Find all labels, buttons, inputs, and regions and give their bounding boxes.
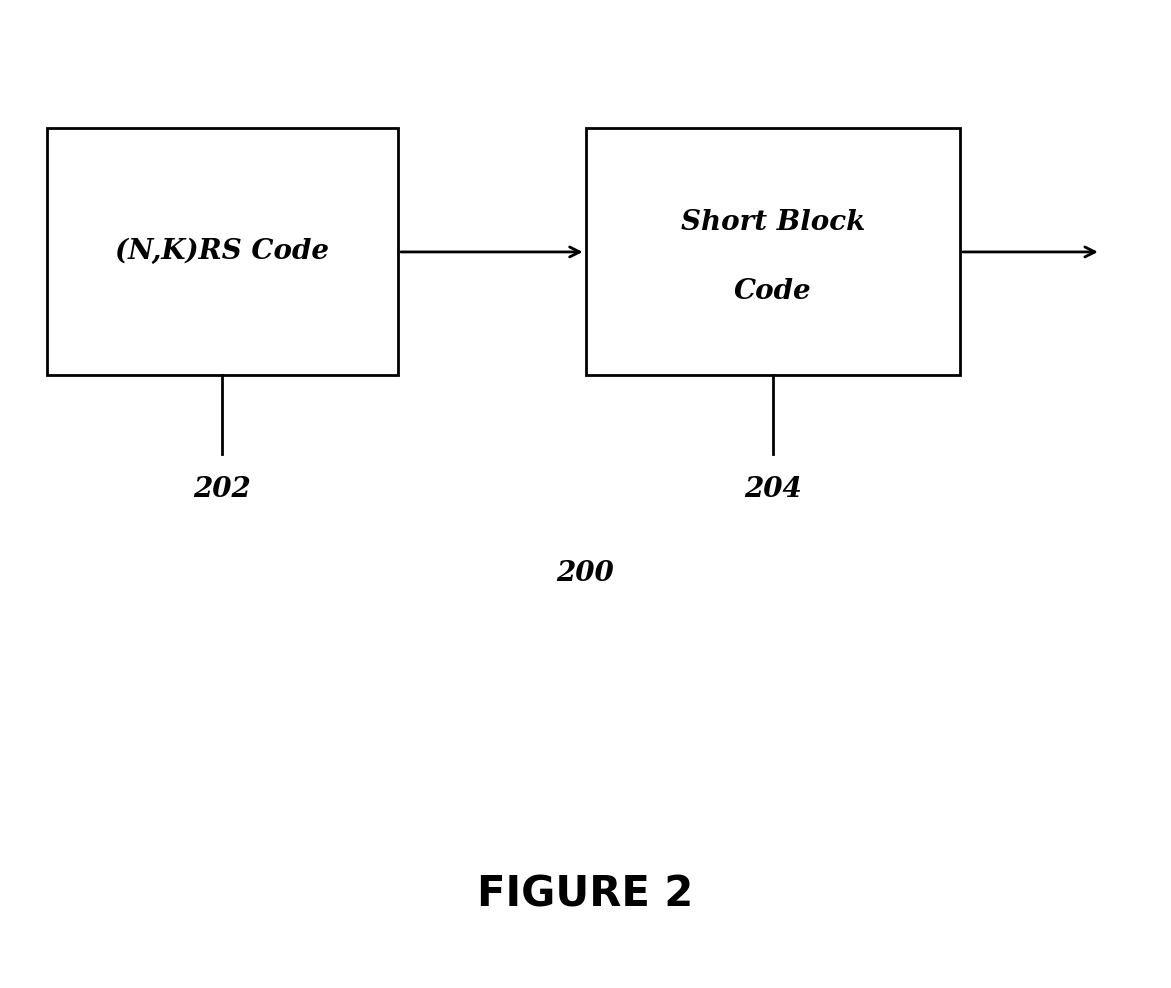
Bar bbox=[47, 128, 398, 375]
Text: Short Block: Short Block bbox=[680, 208, 865, 236]
Text: 204: 204 bbox=[744, 475, 802, 503]
Text: 200: 200 bbox=[556, 559, 615, 587]
Text: FIGURE 2: FIGURE 2 bbox=[478, 873, 693, 915]
Text: Code: Code bbox=[734, 278, 812, 305]
Text: 202: 202 bbox=[193, 475, 252, 503]
Bar bbox=[586, 128, 960, 375]
Text: (N,K)RS Code: (N,K)RS Code bbox=[116, 238, 329, 266]
